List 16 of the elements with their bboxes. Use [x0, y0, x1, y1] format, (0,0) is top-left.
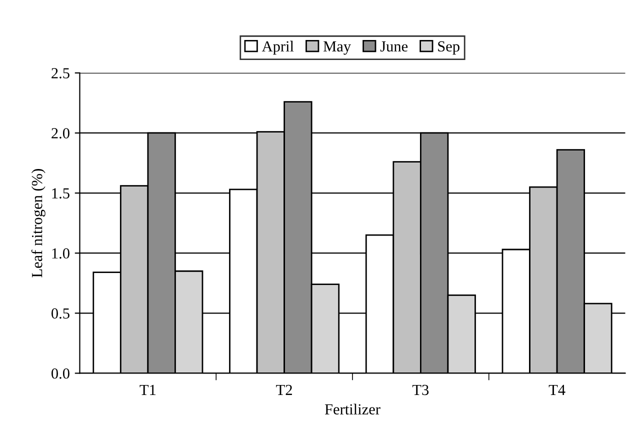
x-tick-label: T4	[548, 384, 566, 395]
y-tick-label: 0.0	[52, 368, 70, 379]
legend-label: June	[380, 41, 408, 52]
x-tick-label: T2	[276, 384, 292, 395]
y-axis-title: Leaf nitrogen (%)	[31, 169, 46, 278]
y-tick-label: 1.5	[52, 188, 70, 199]
y-tick-label: 2.0	[52, 128, 70, 139]
x-axis-title: Fertilizer	[324, 404, 380, 415]
y-tick-label: 1.0	[52, 248, 70, 259]
legend-label: Sep	[438, 41, 460, 55]
x-tick-label: T1	[140, 384, 156, 395]
y-tick-label: 0.5	[52, 308, 70, 319]
legend-label: May	[323, 41, 351, 55]
legend-label: April	[262, 40, 294, 55]
x-tick-label: T3	[412, 384, 429, 396]
y-tick-label: 2.5	[52, 68, 70, 78]
